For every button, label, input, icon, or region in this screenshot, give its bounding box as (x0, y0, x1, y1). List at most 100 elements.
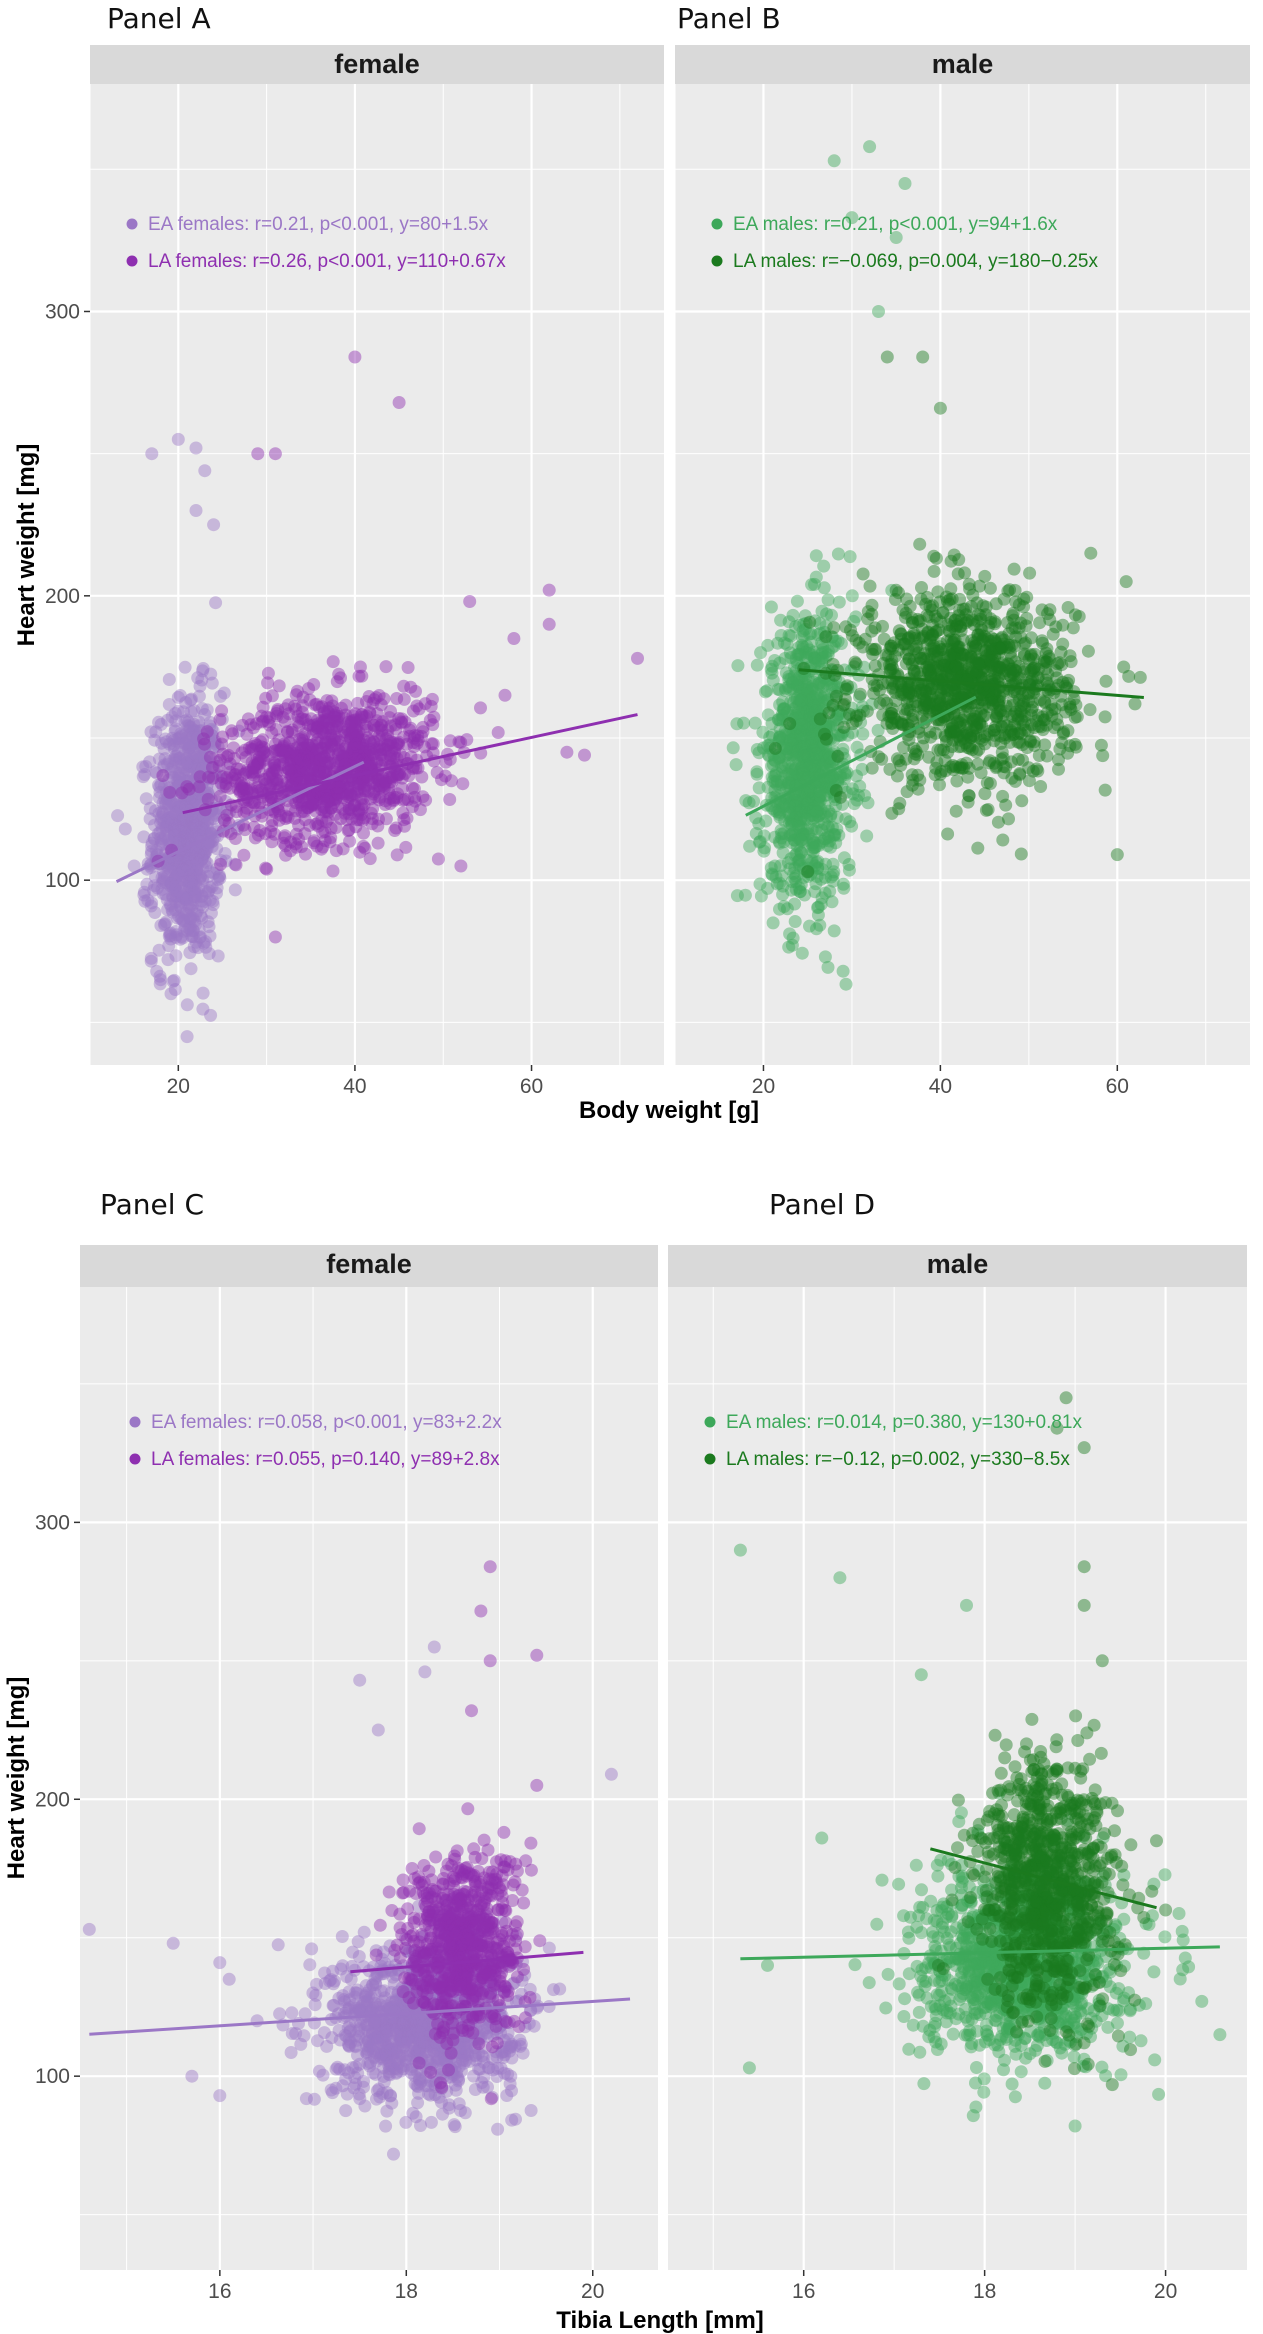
data-point (190, 846, 204, 860)
data-point (795, 681, 809, 695)
data-point (202, 947, 216, 961)
data-point (327, 796, 341, 810)
outlier-point (836, 964, 850, 978)
data-point (139, 760, 153, 773)
data-point (1034, 780, 1048, 793)
data-point (168, 806, 182, 820)
data-point (184, 790, 198, 804)
data-point (793, 853, 807, 867)
data-point (311, 764, 325, 778)
data-point (149, 804, 162, 818)
data-point (354, 797, 368, 811)
data-point (153, 825, 167, 839)
data-point (337, 752, 351, 766)
data-point (303, 719, 317, 733)
data-point (806, 690, 820, 704)
data-point (318, 727, 332, 741)
data-point (336, 842, 350, 856)
data-point (161, 811, 175, 825)
legend-key-a-1 (126, 255, 138, 267)
data-point (343, 834, 357, 848)
data-point (176, 873, 189, 887)
data-point (389, 821, 403, 835)
data-point (162, 773, 176, 787)
data-point (282, 747, 296, 760)
data-point (150, 881, 164, 895)
data-point (281, 762, 295, 776)
data-point (814, 689, 828, 703)
data-point (166, 770, 180, 784)
data-point (346, 741, 360, 755)
data-point (773, 683, 787, 697)
data-point (173, 895, 187, 909)
data-point (827, 733, 841, 747)
data-point (200, 748, 214, 762)
data-point (785, 773, 799, 787)
data-point (200, 777, 214, 791)
data-point (327, 705, 341, 719)
data-point (1008, 621, 1022, 635)
data-point (445, 774, 458, 788)
data-point (179, 852, 193, 866)
data-point (155, 882, 169, 896)
data-point (246, 742, 260, 756)
data-point (184, 868, 197, 882)
data-point (167, 829, 181, 843)
data-point (952, 553, 966, 567)
data-point (395, 781, 409, 795)
data-point (333, 779, 347, 793)
data-point (169, 854, 183, 868)
data-point (326, 864, 340, 878)
data-point (872, 750, 886, 764)
data-point (326, 699, 340, 713)
data-point (322, 791, 336, 805)
data-point (407, 782, 421, 796)
data-point (792, 820, 805, 834)
data-point (171, 835, 185, 849)
data-point (361, 773, 375, 787)
data-point (352, 804, 366, 818)
data-point (797, 629, 811, 643)
data-point (197, 809, 211, 823)
data-point (254, 735, 268, 749)
data-point (298, 758, 312, 772)
data-point (279, 839, 292, 853)
data-point (1098, 783, 1112, 797)
data-point (182, 719, 196, 733)
data-point (793, 693, 807, 707)
data-point (207, 866, 221, 880)
data-point (166, 861, 180, 875)
data-point (833, 768, 847, 782)
data-point (913, 537, 927, 551)
data-point (809, 694, 823, 707)
data-point (398, 715, 412, 729)
data-point (180, 893, 194, 906)
data-point (811, 809, 825, 823)
data-point (797, 789, 811, 803)
data-point (345, 725, 359, 739)
data-point (809, 724, 823, 738)
data-point (798, 756, 812, 769)
data-point (821, 755, 835, 769)
data-point (360, 695, 373, 708)
data-point (190, 819, 203, 833)
data-point (160, 859, 174, 873)
data-point (832, 828, 846, 842)
data-point (816, 717, 830, 730)
data-point (162, 939, 176, 953)
data-point (802, 791, 816, 805)
data-point (299, 847, 312, 861)
data-point (170, 749, 184, 763)
data-point (189, 868, 203, 882)
data-point (1027, 721, 1041, 735)
data-point (187, 786, 201, 800)
data-point (357, 826, 370, 840)
data-point (822, 672, 836, 686)
data-point (184, 962, 198, 976)
data-point (206, 741, 220, 755)
data-point (201, 886, 215, 900)
data-point (203, 731, 217, 745)
data-point (200, 842, 214, 855)
data-point (153, 969, 167, 983)
